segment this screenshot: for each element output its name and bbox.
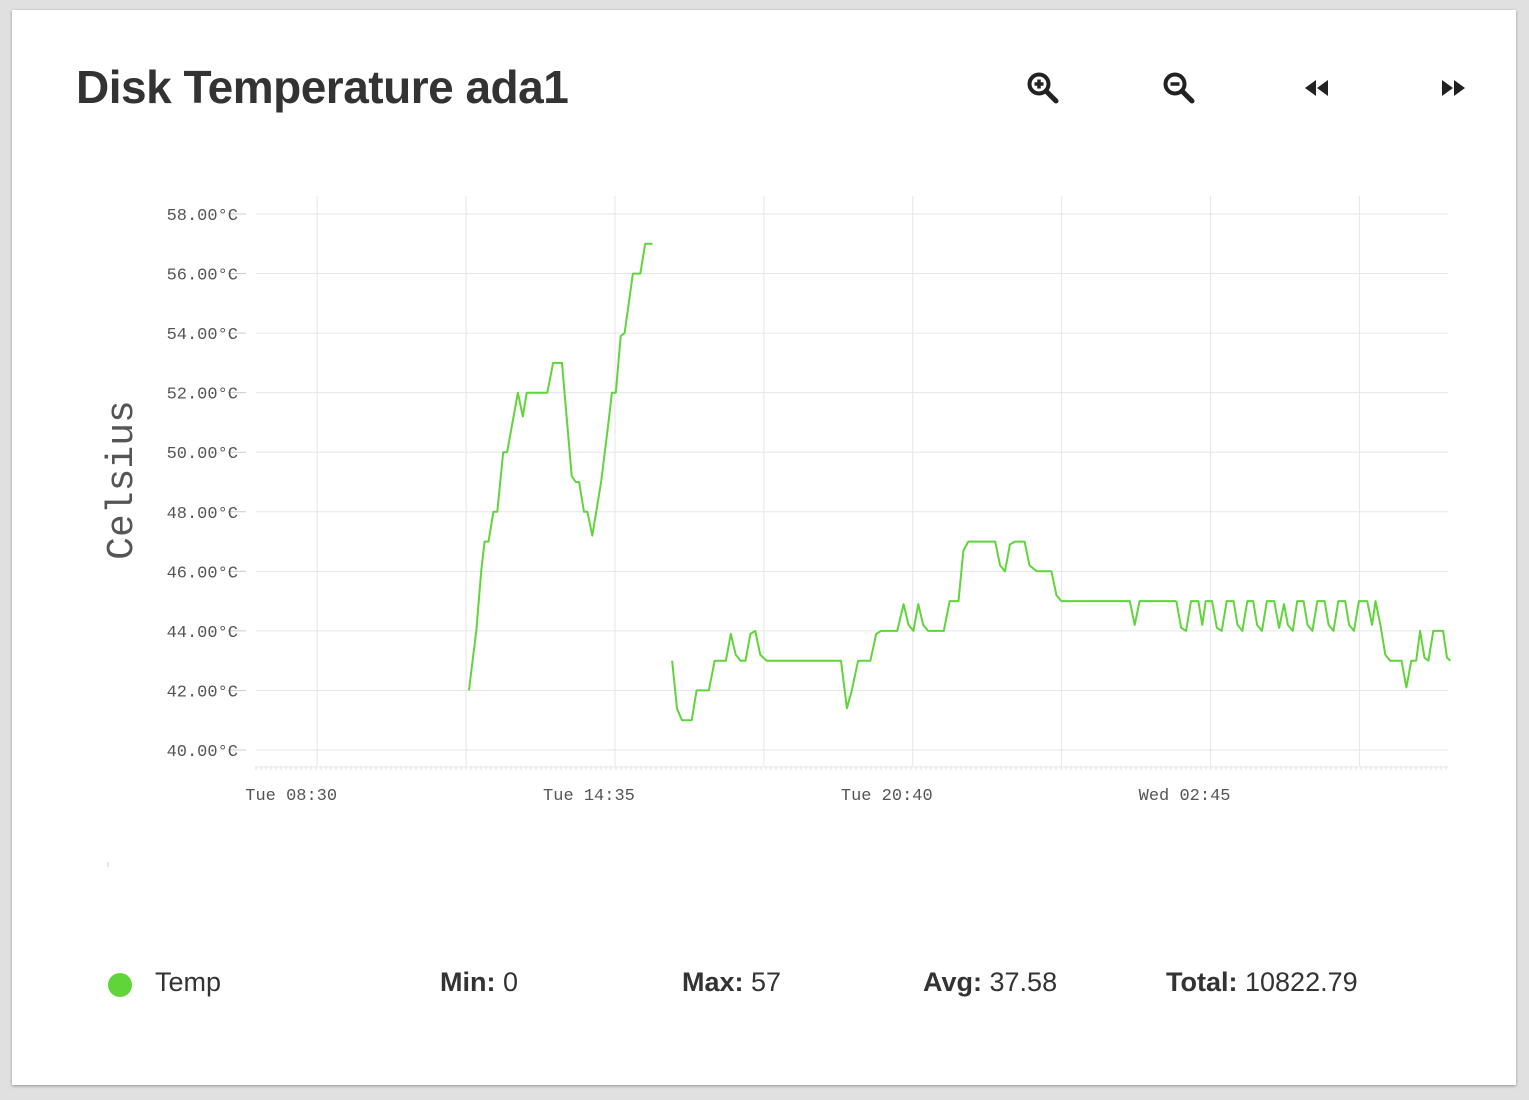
stat-max: Max: 57 (682, 967, 782, 997)
y-tick-label: 48.00°C (167, 505, 238, 524)
series-line-temp (467, 242, 653, 691)
series-line-temp (1175, 600, 1452, 689)
y-tick-label: 54.00°C (167, 326, 238, 345)
y-axis-label: Celsius (101, 400, 144, 560)
chart-toolbar (924, 68, 1468, 108)
legend-series-dot (108, 973, 132, 997)
stat-avg: Avg: 37.58 (923, 967, 1058, 997)
chart-title: Disk Temperature ada1 (76, 61, 569, 113)
fast-forward-button[interactable] (1332, 68, 1468, 108)
zoom-out-icon (1163, 72, 1195, 104)
legend-series-name: Temp (155, 967, 222, 997)
rewind-icon (1305, 80, 1328, 96)
x-tick-label: Wed 02:45 (1139, 787, 1231, 806)
y-tick-label: 44.00°C (167, 624, 238, 643)
y-tick-label: 46.00°C (167, 564, 238, 583)
x-tick-label: Tue 20:40 (841, 787, 933, 806)
y-tick-label: 50.00°C (167, 445, 238, 464)
x-tick-label: Tue 08:30 (245, 787, 337, 806)
rewind-button[interactable] (1196, 68, 1332, 108)
y-tick-label: 56.00°C (167, 267, 238, 286)
graph-card: Disk Temperature ada1 (12, 10, 1516, 1085)
zoom-out-button[interactable] (1060, 68, 1196, 108)
zoom-in-button[interactable] (924, 68, 1060, 108)
y-tick-label: 52.00°C (167, 386, 238, 405)
y-tick-label: 58.00°C (167, 207, 238, 226)
fast-forward-icon (1442, 80, 1465, 96)
y-tick-label: 40.00°C (167, 743, 238, 762)
stat-min: Min: 0 (440, 967, 519, 997)
x-tick-label: Tue 14:35 (543, 787, 635, 806)
stat-total: Total: 10822.79 (1166, 967, 1358, 997)
zoom-in-icon (1027, 72, 1059, 104)
temperature-chart: 58.00°C 56.00°C 54.00°C 52.00°C 50.00°C 48.00… (101, 196, 1452, 867)
legend: Temp Min: 0 Max: 57 Avg: 37.58 Total: 10… (108, 967, 1488, 1007)
y-tick-label: 42.00°C (167, 683, 238, 702)
series-line-temp (671, 540, 1177, 722)
